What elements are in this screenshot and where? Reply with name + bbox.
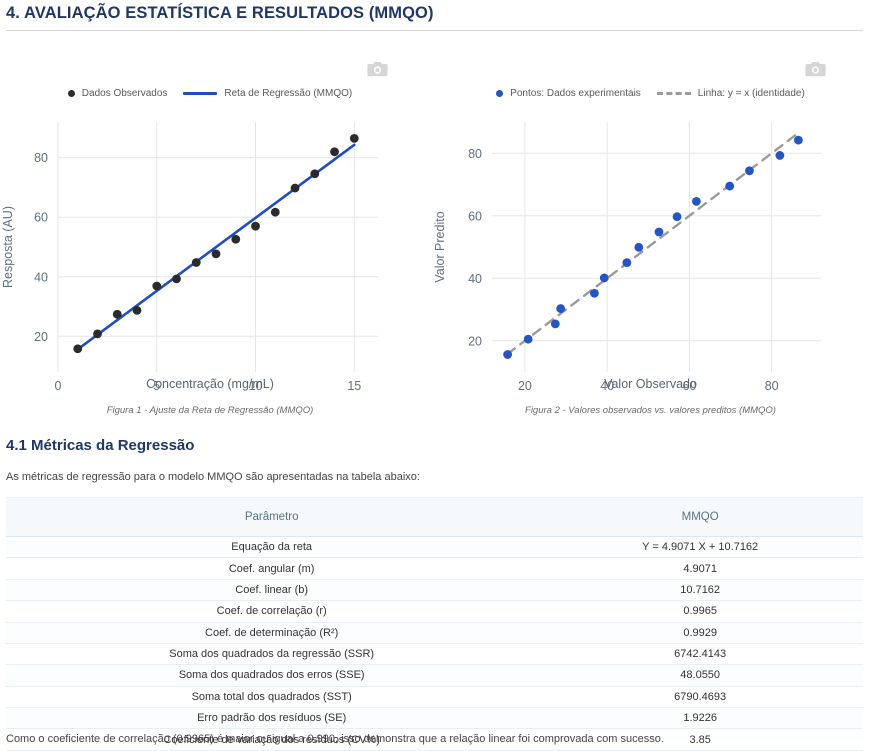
legend-item-regression[interactable]: Reta de Regressão (MMQO) [183, 88, 352, 99]
legend-label: Dados Observados [81, 88, 168, 99]
cell-mmqo-value: 6742.4143 [537, 643, 863, 666]
metrics-table-body: Equação da reta Y = 4.9071 X + 10.7162 Coe… [6, 536, 863, 751]
cell-parametro: Soma dos quadrados dos erros (SSE) [6, 664, 538, 687]
cell-parametro: Coef. de correlação (r) [6, 600, 538, 623]
cell-mmqo-value: Y = 4.9071 X + 10.7162 [537, 536, 863, 559]
figure-2-xaxis-title: Valor Observado [604, 377, 697, 391]
figure-1-plot: 0 5 10 15 20 40 60 80 Resposta (AU) [0, 110, 420, 410]
table-row: Coef. de correlação (r) 0.9965 [6, 600, 863, 623]
figure-1-xaxis-title: Concentração (mg/mL) [146, 377, 274, 391]
table-row: Erro padrão dos resíduos (SE) 1.9226 [6, 707, 863, 730]
subsection-title: 4.1 Métricas da Regressão [6, 437, 195, 454]
cell-mmqo-value: 6790.4693 [537, 686, 863, 709]
svg-text:40: 40 [34, 270, 48, 284]
svg-text:80: 80 [34, 151, 48, 165]
cell-parametro: Equação da reta [6, 536, 538, 559]
svg-text:15: 15 [347, 379, 361, 393]
table-row: Coeficiente de variação dos resíduos (CV… [6, 728, 863, 751]
legend-item-observed[interactable]: Dados Observados [67, 88, 168, 99]
table-row: Soma total dos quadrados (SST) 6790.4693 [6, 686, 863, 709]
table-row: Coef. angular (m) 4.9071 [6, 557, 863, 580]
svg-text:40: 40 [600, 379, 614, 393]
cell-parametro: Erro padrão dos resíduos (SE) [6, 707, 538, 730]
svg-text:Valor Predito: Valor Predito [433, 211, 447, 282]
scatter-plot-regression: 0 5 10 15 20 40 60 80 Resposta (AU) [1, 122, 378, 393]
svg-text:80: 80 [468, 147, 482, 161]
cell-mmqo-value: 48.0550 [537, 664, 863, 687]
table-intro-text: As métricas de regressão para o modelo M… [6, 471, 420, 483]
figure-1-caption: Figura 1 - Ajuste da Reta de Regressão (… [106, 405, 314, 416]
svg-text:60: 60 [682, 379, 696, 393]
table-row: Equação da reta Y = 4.9071 X + 10.7162 [6, 536, 863, 559]
page-title: 4. AVALIAÇÃO ESTATÍSTICA E RESULTADOS (M… [6, 4, 434, 22]
figure-1-legend: Dados Observados Reta de Regressão (MMQO… [0, 88, 420, 99]
svg-text:40: 40 [468, 272, 482, 286]
legend-label: Pontos: Dados experimentais [510, 88, 641, 99]
cell-mmqo-value: 0.9965 [537, 600, 863, 623]
title-divider [6, 30, 863, 31]
cell-parametro: Coef. de determinação (R²) [6, 622, 538, 644]
svg-text:60: 60 [468, 209, 482, 223]
cell-parametro: Soma dos quadrados da regressão (SSR) [6, 643, 538, 666]
camera-icon[interactable] [805, 60, 827, 78]
svg-text:20: 20 [34, 330, 48, 344]
cell-parametro: Coef. linear (b) [6, 579, 538, 602]
svg-text:20: 20 [468, 334, 482, 348]
legend-dot-icon [496, 90, 504, 97]
table-header-row: Parâmetro MMQO [6, 497, 863, 537]
column-header-parametro: Parâmetro [6, 497, 538, 537]
svg-text:5: 5 [153, 379, 160, 393]
camera-icon[interactable] [367, 60, 389, 78]
legend-line-icon [183, 92, 218, 95]
table-row: Coef. linear (b) 10.7162 [6, 579, 863, 602]
figure-2-plot: 20 40 60 80 20 40 60 80 Valor Predito [432, 110, 869, 410]
table-row: Coef. de determinação (R²) 0.9929 [6, 622, 863, 644]
figure-2-caption: Figura 2 - Valores observados vs. valore… [525, 405, 776, 416]
figure-2-legend: Pontos: Dados experimentais Linha: y = x… [432, 88, 869, 99]
svg-text:80: 80 [765, 379, 779, 393]
cell-mmqo-value: 1.9226 [537, 707, 863, 730]
legend-dot-icon [67, 90, 75, 97]
cell-parametro: Coef. angular (m) [6, 557, 538, 580]
table-row: Soma dos quadrados dos erros (SSE) 48.055… [6, 664, 863, 687]
cell-parametro: Soma total dos quadrados (SST) [6, 686, 538, 709]
cell-mmqo-value: 0.9929 [537, 622, 863, 644]
cell-mmqo-value: 4.9071 [537, 557, 863, 580]
svg-text:10: 10 [249, 379, 263, 393]
legend-item-points[interactable]: Pontos: Dados experimentais [496, 88, 641, 99]
scatter-plot-identity: 20 40 60 80 20 40 60 80 Valor Predito [433, 122, 821, 393]
svg-text:0: 0 [55, 379, 62, 393]
legend-item-identity[interactable]: Linha: y = x (identidade) [656, 88, 805, 99]
svg-text:Resposta (AU): Resposta (AU) [1, 206, 15, 288]
legend-dashed-line-icon [656, 92, 691, 95]
column-header-mmqo: MMQO [537, 497, 863, 537]
metrics-table-head: Parâmetro MMQO [6, 497, 863, 537]
conclusion-text: Como o coeficiente de correlação (0.9965… [6, 733, 664, 745]
legend-label: Reta de Regressão (MMQO) [224, 88, 353, 99]
svg-text:60: 60 [34, 211, 48, 225]
table-row: Soma dos quadrados da regressão (SSR) 674… [6, 643, 863, 666]
metrics-table: Parâmetro MMQO Equação da reta Y = 4.9071… [6, 497, 863, 751]
cell-mmqo-value: 10.7162 [537, 579, 863, 602]
svg-text:20: 20 [518, 379, 532, 393]
legend-label: Linha: y = x (identidade) [697, 88, 805, 99]
